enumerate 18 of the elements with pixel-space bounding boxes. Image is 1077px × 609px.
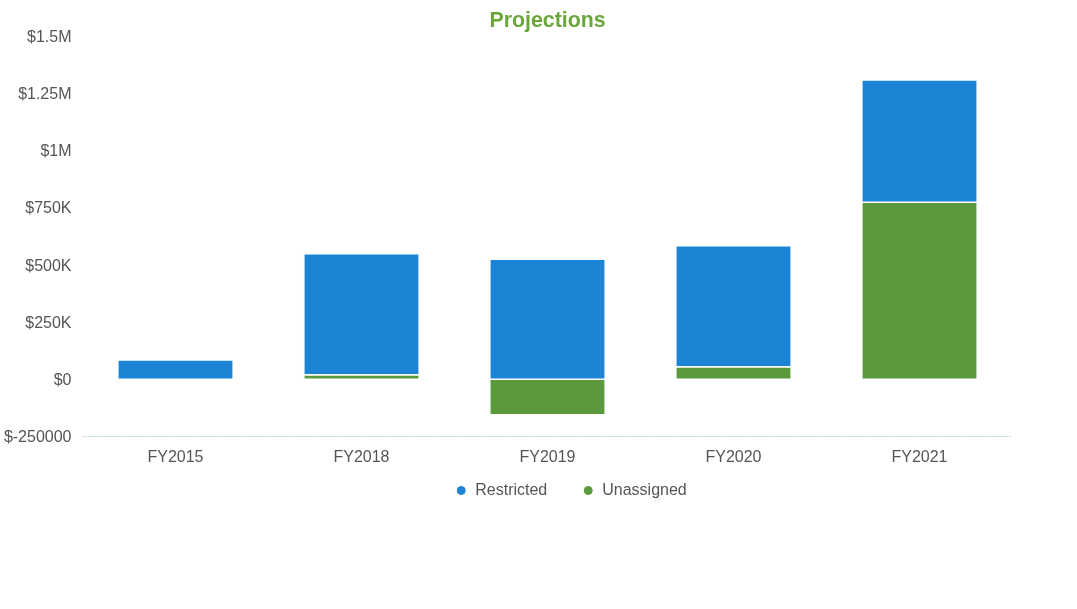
y-tick-label: $1.5M (27, 28, 72, 45)
y-tick-label: $500K (25, 256, 72, 274)
x-tick-label: FY2021 (891, 447, 948, 465)
bar (303, 252, 420, 376)
bar (117, 359, 234, 381)
y-tick-label: $250K (25, 313, 72, 331)
legend-label: Unassigned (602, 480, 687, 499)
y-tick-label: $750K (25, 199, 72, 217)
y-tick-label: $1.25M (18, 85, 72, 103)
x-tick-label: FY2019 (519, 447, 576, 465)
x-tick-label: FY2018 (333, 447, 390, 465)
chart-title: Projections (489, 7, 606, 32)
x-tick-label: FY2015 (147, 447, 204, 465)
y-tick-label: $0 (53, 370, 72, 388)
legend-label: Restricted (475, 480, 548, 499)
x-tick-label: FY2020 (705, 447, 762, 465)
y-tick-label: $-250000 (3, 428, 72, 445)
y-tick-label: $1M (40, 142, 72, 160)
